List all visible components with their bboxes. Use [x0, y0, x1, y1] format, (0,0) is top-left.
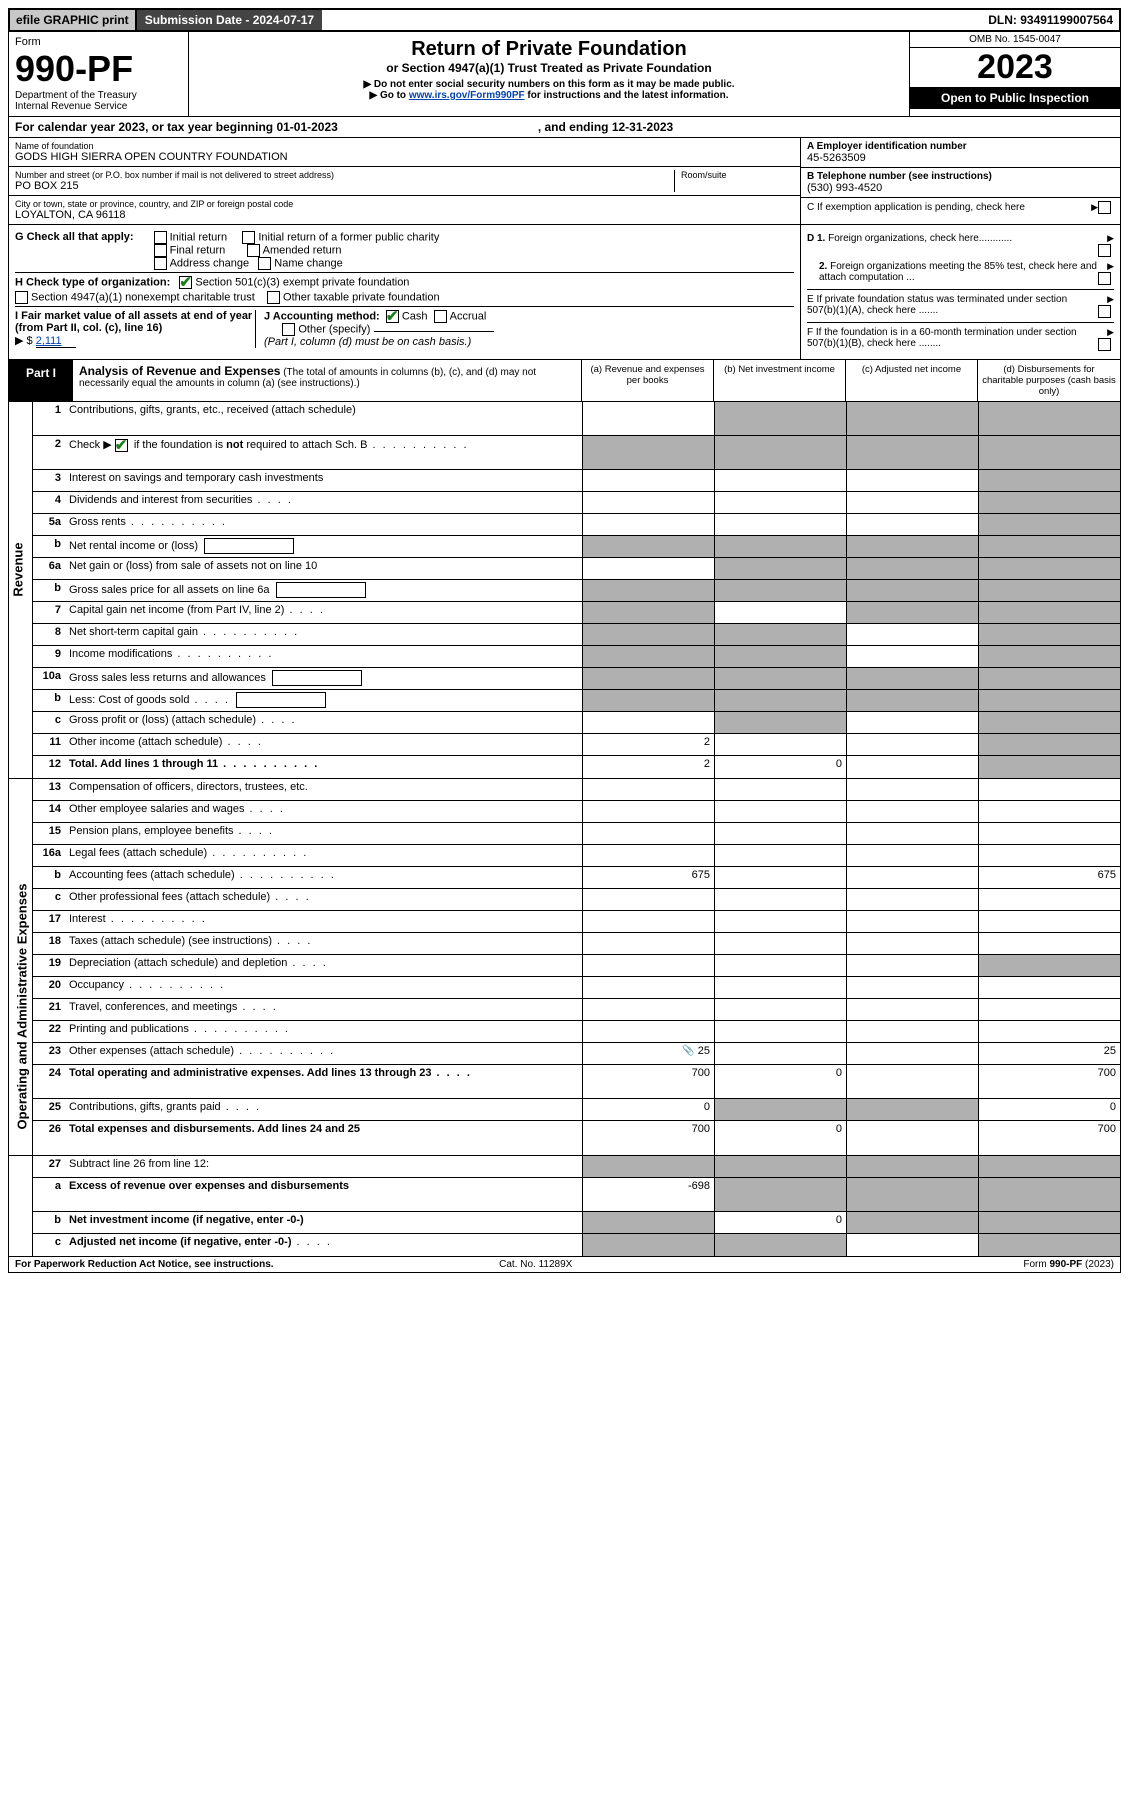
d2-checkbox[interactable] [1098, 272, 1111, 285]
fmv-link[interactable]: 2,111 [36, 335, 76, 348]
tax-year: 2023 [910, 48, 1120, 87]
efile-btn[interactable]: efile GRAPHIC print [10, 10, 137, 30]
g-initial-former-checkbox[interactable] [242, 231, 255, 244]
part1-label: Part I [9, 360, 73, 401]
j-note: (Part I, column (d) must be on cash basi… [264, 336, 471, 348]
col-d-hdr: (d) Disbursements for charitable purpose… [978, 360, 1120, 401]
i-label: I Fair market value of all assets at end… [15, 310, 252, 334]
phone-label: B Telephone number (see instructions) [807, 171, 1114, 182]
form-title: Return of Private Foundation [199, 38, 899, 61]
arrow-icon [1107, 261, 1114, 272]
open-inspection: Open to Public Inspection [910, 87, 1120, 109]
form-header: Form 990-PF Department of the Treasury I… [8, 32, 1121, 117]
note-link: ▶ Go to www.irs.gov/Form990PF for instru… [199, 90, 899, 101]
part1-header: Part I Analysis of Revenue and Expenses … [8, 360, 1121, 402]
instructions-link[interactable]: www.irs.gov/Form990PF [409, 90, 525, 101]
attachment-icon[interactable]: 📎 [682, 1046, 694, 1057]
omb: OMB No. 1545-0047 [910, 32, 1120, 48]
schb-checkbox[interactable] [115, 439, 128, 452]
g-name-checkbox[interactable] [258, 257, 271, 270]
revenue-side-label: Revenue [11, 542, 26, 596]
h-other-checkbox[interactable] [267, 291, 280, 304]
h-4947-checkbox[interactable] [15, 291, 28, 304]
city-state-zip: LOYALTON, CA 96118 [15, 209, 794, 221]
entity-info: Name of foundation GODS HIGH SIERRA OPEN… [8, 138, 1121, 225]
col-c-hdr: (c) Adjusted net income [846, 360, 978, 401]
dln: DLN: 93491199007564 [982, 10, 1119, 30]
topbar: efile GRAPHIC print Submission Date - 20… [8, 8, 1121, 32]
address: PO BOX 215 [15, 180, 674, 192]
f-checkbox[interactable] [1098, 338, 1111, 351]
addr-label: Number and street (or P.O. box number if… [15, 170, 674, 180]
catalog-no: Cat. No. 11289X [499, 1259, 572, 1270]
name-label: Name of foundation [15, 141, 794, 151]
j-accrual-checkbox[interactable] [434, 310, 447, 323]
submission-date: Submission Date - 2024-07-17 [137, 10, 322, 30]
arrow-icon [1107, 327, 1114, 338]
room-label: Room/suite [681, 170, 794, 180]
expenses-side-label: Operating and Administrative Expenses [14, 884, 29, 1130]
h-501c3-checkbox[interactable] [179, 276, 192, 289]
city-label: City or town, state or province, country… [15, 199, 794, 209]
note-ssn: ▶ Do not enter social security numbers o… [199, 79, 899, 90]
page-footer: For Paperwork Reduction Act Notice, see … [8, 1257, 1121, 1273]
c-checkbox[interactable] [1098, 201, 1111, 214]
phone: (530) 993-4520 [807, 182, 1114, 194]
arrow-icon [1107, 233, 1114, 244]
j-label: J Accounting method: [264, 310, 380, 322]
calendar-year-row: For calendar year 2023, or tax year begi… [8, 117, 1121, 138]
form-subtitle: or Section 4947(a)(1) Trust Treated as P… [199, 61, 899, 75]
arrow-icon [1091, 202, 1098, 213]
form-ref: Form 990-PF (2023) [1023, 1259, 1114, 1270]
g-final-checkbox[interactable] [154, 244, 167, 257]
arrow-icon [1107, 294, 1114, 305]
d1-checkbox[interactable] [1098, 244, 1111, 257]
revenue-table: Revenue 1Contributions, gifts, grants, e… [8, 402, 1121, 779]
col-a-hdr: (a) Revenue and expenses per books [582, 360, 714, 401]
paperwork-notice: For Paperwork Reduction Act Notice, see … [15, 1259, 274, 1270]
ein-label: A Employer identification number [807, 141, 1114, 152]
col-b-hdr: (b) Net investment income [714, 360, 846, 401]
c-label: C If exemption application is pending, c… [807, 202, 1091, 213]
g-label: G Check all that apply: [15, 231, 134, 243]
form-word: Form [15, 36, 182, 48]
h-label: H Check type of organization: [15, 276, 170, 288]
g-amended-checkbox[interactable] [247, 244, 260, 257]
form-number: 990-PF [15, 48, 182, 90]
ein: 45-5263509 [807, 152, 1114, 164]
section-g-thru-j: G Check all that apply: Initial return I… [8, 225, 1121, 360]
g-address-checkbox[interactable] [154, 257, 167, 270]
line27-table: 27Subtract line 26 from line 12: aExcess… [8, 1156, 1121, 1257]
e-checkbox[interactable] [1098, 305, 1111, 318]
j-cash-checkbox[interactable] [386, 310, 399, 323]
j-other-checkbox[interactable] [282, 323, 295, 336]
irs: Internal Revenue Service [15, 101, 182, 112]
g-initial-checkbox[interactable] [154, 231, 167, 244]
foundation-name: GODS HIGH SIERRA OPEN COUNTRY FOUNDATION [15, 151, 794, 163]
expenses-table: Operating and Administrative Expenses 13… [8, 779, 1121, 1156]
dept: Department of the Treasury [15, 90, 182, 101]
